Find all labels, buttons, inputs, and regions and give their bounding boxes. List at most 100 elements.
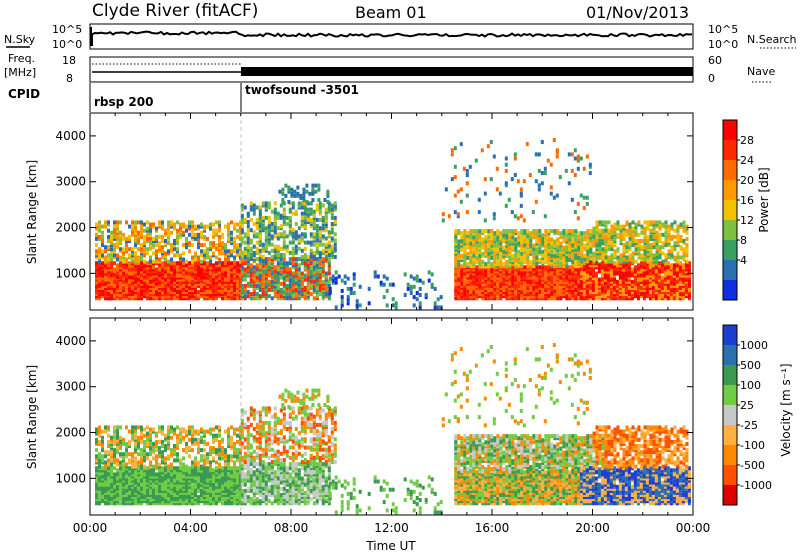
power-cell [487, 247, 491, 252]
power-cell [218, 288, 221, 292]
power-cell [579, 267, 583, 272]
power-cell [604, 255, 608, 260]
power-cell [538, 233, 542, 238]
power-cell [279, 234, 283, 239]
power-cell [98, 220, 101, 225]
power-cell [321, 248, 325, 253]
power-cell [559, 264, 563, 269]
power-cell [140, 279, 143, 284]
power-cell [540, 171, 544, 175]
power-cell [514, 269, 518, 274]
power-cell [327, 263, 331, 268]
velocity-cell [104, 484, 107, 489]
power-cell [606, 267, 610, 272]
power-cell [466, 279, 470, 284]
power-cell [580, 260, 584, 265]
power-cell [230, 279, 233, 284]
power-cell [379, 280, 383, 285]
power-cell [667, 232, 671, 237]
power-cell [597, 279, 601, 284]
power-cell [577, 277, 581, 282]
power-cell [513, 152, 517, 157]
power-cell [643, 245, 647, 250]
power-cell [675, 263, 679, 268]
power-cell [236, 296, 239, 301]
power-cell [660, 277, 664, 282]
power-cell [200, 294, 203, 299]
power-cell [315, 234, 319, 239]
power-cell [170, 296, 173, 301]
power-cell [687, 277, 691, 282]
power-cell [173, 273, 176, 278]
power-cell [296, 193, 300, 198]
power-cell [532, 264, 536, 269]
power-cell [324, 294, 328, 299]
power-cell [601, 231, 605, 236]
velocity-cell [95, 495, 98, 500]
power-cell [472, 283, 476, 288]
power-cell [258, 211, 262, 216]
power-cell [297, 238, 301, 243]
power-cell [547, 269, 551, 274]
power-cell [200, 222, 203, 227]
power-cell [519, 203, 523, 208]
power-cell [661, 251, 665, 256]
power-cell [529, 231, 533, 236]
power-cell [643, 239, 647, 243]
power-cell [239, 259, 242, 264]
velocity-cell [128, 466, 131, 471]
power-cell [610, 234, 614, 239]
power-cell [559, 231, 563, 236]
power-cell [233, 288, 236, 292]
power-cell [643, 226, 647, 231]
power-cell [311, 183, 315, 188]
power-cell [143, 277, 146, 282]
power-cell [206, 269, 209, 274]
power-cell [224, 257, 227, 262]
power-cell [113, 224, 116, 229]
power-cell [267, 215, 271, 220]
power-cell [532, 229, 536, 234]
power-cell [200, 234, 203, 239]
power-cell [203, 243, 206, 248]
power-cell [654, 294, 658, 299]
power-cell [619, 253, 623, 258]
power-cell [508, 258, 512, 262]
power-cell [249, 207, 253, 212]
power-cell [200, 224, 203, 229]
power-cell [453, 164, 457, 169]
power-cell [288, 277, 292, 282]
power-cell [233, 277, 236, 282]
power-cell [673, 234, 677, 239]
power-cell [279, 232, 283, 237]
power-cell [481, 275, 485, 280]
power-cell [514, 229, 518, 234]
power-cell [481, 229, 485, 234]
power-cell [646, 245, 650, 250]
power-cell [627, 296, 631, 301]
power-cell [642, 265, 646, 270]
power-cell [333, 255, 337, 259]
power-cell [651, 281, 655, 286]
power-cell [236, 279, 239, 284]
power-cell [327, 207, 331, 212]
power-cell [538, 277, 542, 282]
power-cell [508, 247, 512, 252]
power-cell [538, 260, 542, 265]
power-cell [600, 263, 604, 268]
power-cell [95, 234, 98, 239]
power-cell [514, 251, 518, 256]
power-cell [300, 224, 304, 229]
velocity-cell [125, 493, 128, 497]
velocity-cell [98, 468, 101, 473]
power-cell [233, 281, 236, 286]
velocity-cell [155, 499, 158, 504]
power-cell [475, 290, 479, 295]
power-cell [264, 263, 268, 268]
power-cell [182, 257, 185, 262]
power-cell [158, 263, 161, 268]
power-cell [502, 283, 506, 288]
power-cell [657, 277, 661, 282]
power-cell [140, 249, 143, 254]
velocity-cell [119, 493, 122, 497]
